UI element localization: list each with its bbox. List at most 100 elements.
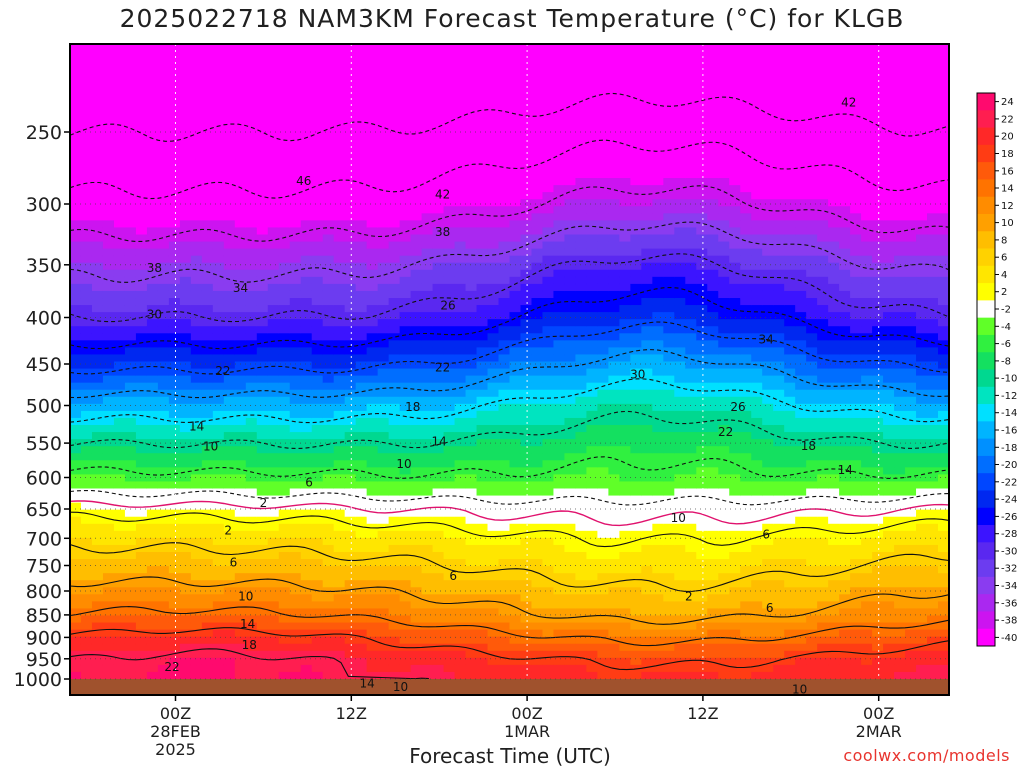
heat-cell <box>223 199 236 207</box>
heat-cell <box>190 453 203 461</box>
heat-cell <box>113 163 126 172</box>
heat-cell <box>245 347 258 356</box>
heat-cell <box>311 156 324 165</box>
heat-cell <box>124 171 137 179</box>
heat-cell <box>344 248 357 257</box>
heat-cell <box>113 178 126 186</box>
heat-cell <box>575 107 588 116</box>
heat-cell <box>509 269 522 278</box>
heat-cell <box>509 185 522 193</box>
heat-cell <box>278 495 291 504</box>
heat-cell <box>564 149 577 158</box>
heat-cell <box>619 107 631 116</box>
heat-cell <box>311 650 324 659</box>
heat-cell <box>663 636 675 645</box>
heat-cell <box>509 368 522 377</box>
heat-cell <box>168 580 181 588</box>
heat-cell <box>366 93 379 102</box>
heat-cell <box>256 44 269 52</box>
heat-cell <box>91 262 104 271</box>
heat-cell <box>157 417 170 426</box>
heat-cell <box>597 241 609 250</box>
heat-cell <box>355 587 368 595</box>
heat-cell <box>586 474 598 483</box>
heat-cell <box>91 446 104 454</box>
heat-cell <box>256 234 269 243</box>
heat-cell <box>608 213 620 221</box>
heat-cell <box>234 79 247 87</box>
heat-cell <box>509 79 522 87</box>
heat-cell <box>311 290 324 299</box>
heat-cell <box>597 312 609 320</box>
heat-cell <box>575 580 588 588</box>
heat-cell <box>190 354 203 363</box>
heat-cell <box>289 432 302 440</box>
heat-cell <box>344 298 357 306</box>
heat-cell <box>168 312 181 320</box>
heat-cell <box>465 481 478 490</box>
heat-cell <box>256 248 269 257</box>
heat-cell <box>234 121 247 130</box>
heat-cell <box>256 361 269 370</box>
heat-cell <box>91 552 104 560</box>
heat-cell <box>157 178 170 186</box>
heat-cell <box>652 333 664 341</box>
heat-cell <box>498 262 511 271</box>
heat-cell <box>652 446 664 454</box>
heat-cell <box>597 446 609 454</box>
heat-cell <box>168 657 181 666</box>
heat-cell <box>201 657 214 666</box>
heat-cell <box>498 185 511 193</box>
heat-cell <box>91 333 104 341</box>
heat-cell <box>102 622 115 631</box>
heat-cell <box>256 178 269 186</box>
heat-cell <box>344 163 357 172</box>
heat-cell <box>608 354 620 363</box>
heat-cell <box>278 559 291 567</box>
heat-cell <box>388 72 401 80</box>
heat-cell <box>564 488 577 497</box>
heat-cell <box>300 368 313 377</box>
heat-cell <box>586 86 598 94</box>
heat-cell <box>476 664 489 673</box>
heat-cell <box>443 657 456 666</box>
heat-cell <box>663 51 675 59</box>
heat-cell <box>300 425 313 433</box>
heat-cell <box>124 163 137 172</box>
heat-cell <box>157 100 170 109</box>
heat-cell <box>300 460 313 468</box>
heat-cell <box>157 220 170 229</box>
heat-cell <box>135 354 148 363</box>
heat-cell <box>201 100 214 109</box>
heat-cell <box>234 276 247 285</box>
heat-cell <box>388 93 401 102</box>
heat-cell <box>212 375 225 384</box>
heat-cell <box>256 255 269 264</box>
heat-cell <box>256 375 269 384</box>
heat-cell <box>289 65 302 73</box>
heat-cell <box>630 178 642 186</box>
heat-cell <box>322 410 335 419</box>
heat-cell <box>487 93 500 102</box>
heat-cell <box>432 100 445 109</box>
heat-cell <box>344 460 357 468</box>
heat-cell <box>102 417 115 426</box>
heat-cell <box>355 312 368 320</box>
heat-cell <box>454 509 467 518</box>
heat-cell <box>344 121 357 130</box>
heat-cell <box>641 114 653 123</box>
heat-cell <box>300 439 313 447</box>
heat-cell <box>542 587 555 595</box>
heat-cell <box>652 156 664 165</box>
heat-cell <box>267 142 280 151</box>
heat-cell <box>498 460 511 468</box>
heat-cell <box>190 326 203 334</box>
heat-cell <box>91 664 104 673</box>
heat-cell <box>344 396 357 405</box>
heat-cell <box>201 255 214 264</box>
heat-cell <box>355 382 368 391</box>
heat-cell <box>366 248 379 257</box>
heat-cell <box>619 622 631 631</box>
heat-cell <box>168 298 181 306</box>
heat-cell <box>619 615 631 624</box>
